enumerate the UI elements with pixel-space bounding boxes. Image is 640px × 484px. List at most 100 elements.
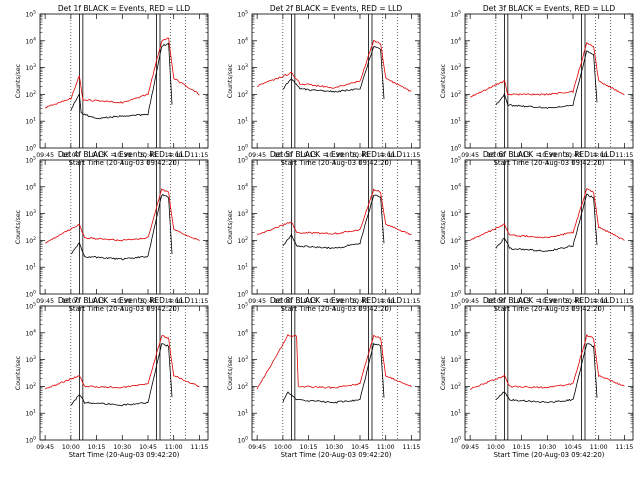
x-tick-label: 10:30 xyxy=(113,444,131,451)
y-axis-label: Counts/sec xyxy=(440,209,447,244)
panel-title: Det 2f BLACK = Events, RED = LLD xyxy=(270,4,403,13)
y-tick-label: 100 xyxy=(450,290,461,299)
y-tick-label: 101 xyxy=(450,263,461,272)
y-axis-label: Counts/sec xyxy=(227,355,234,390)
y-tick-label: 103 xyxy=(450,355,461,364)
x-tick-label: 09:45 xyxy=(36,444,54,451)
x-tick-label: 09:45 xyxy=(461,152,479,159)
x-tick-label: 11:00 xyxy=(377,444,395,451)
x-tick-label: 10:30 xyxy=(538,444,556,451)
y-tick-label: 100 xyxy=(450,144,461,153)
y-tick-label: 102 xyxy=(237,382,248,391)
x-tick-label: 10:00 xyxy=(62,444,80,451)
panel-3: Det 3f BLACK = Events, RED = LLD 100 101 10… xyxy=(440,4,633,167)
y-tick-label: 104 xyxy=(450,36,461,45)
plot-frame xyxy=(252,306,420,440)
series-line-lld xyxy=(470,43,624,97)
y-tick-label: 105 xyxy=(25,302,36,311)
panel-title: Det 5f BLACK = Events, RED = LLD xyxy=(270,150,403,159)
y-tick-label: 101 xyxy=(450,409,461,418)
series-line-lld xyxy=(257,40,411,91)
plots-svg: Det 1f BLACK = Events, RED = LLD 100 101 10… xyxy=(0,0,640,480)
x-tick-label: 09:45 xyxy=(36,298,54,305)
y-tick-label: 102 xyxy=(450,382,461,391)
x-axis-label: Start Time (20-Aug-03 09:42:20) xyxy=(494,451,605,459)
y-tick-label: 104 xyxy=(237,182,248,191)
y-tick-label: 100 xyxy=(450,436,461,445)
plot-frame xyxy=(465,306,633,440)
panel-title: Det 4f BLACK = Events, RED = LLD xyxy=(58,150,191,159)
y-tick-label: 105 xyxy=(450,302,461,311)
x-tick-label: 10:45 xyxy=(139,444,157,451)
series-line-lld xyxy=(45,189,199,243)
x-tick-label: 09:45 xyxy=(36,152,54,159)
x-tick-label: 11:00 xyxy=(165,444,183,451)
y-tick-label: 100 xyxy=(237,144,248,153)
y-axis-label: Counts/sec xyxy=(15,209,22,244)
y-tick-label: 105 xyxy=(237,302,248,311)
x-tick-label: 09:45 xyxy=(248,444,266,451)
panel-title: Det 9f BLACK = Events, RED = LLD xyxy=(483,296,616,305)
y-axis-label: Counts/sec xyxy=(227,209,234,244)
x-tick-label: 10:15 xyxy=(513,444,531,451)
panel-title: Det 7f BLACK = Events, RED = LLD xyxy=(58,296,191,305)
x-tick-label: 10:45 xyxy=(351,444,369,451)
y-axis-label: Counts/sec xyxy=(227,63,234,98)
x-tick-label: 11:15 xyxy=(191,152,209,159)
y-tick-label: 100 xyxy=(237,436,248,445)
y-tick-label: 104 xyxy=(25,36,36,45)
panel-9: Det 9f BLACK = Events, RED = LLD 100 101 10… xyxy=(440,296,633,459)
y-tick-label: 100 xyxy=(25,436,36,445)
y-tick-label: 105 xyxy=(450,156,461,165)
x-tick-label: 11:15 xyxy=(616,298,634,305)
y-tick-label: 104 xyxy=(25,182,36,191)
plot-frame xyxy=(252,14,420,148)
y-tick-label: 100 xyxy=(237,290,248,299)
series-line-lld xyxy=(45,38,199,108)
y-tick-label: 101 xyxy=(237,117,248,126)
x-tick-label: 10:00 xyxy=(487,444,505,451)
y-tick-label: 102 xyxy=(450,90,461,99)
x-tick-label: 11:15 xyxy=(403,298,421,305)
y-tick-label: 101 xyxy=(25,263,36,272)
y-axis-label: Counts/sec xyxy=(15,63,22,98)
y-tick-label: 104 xyxy=(450,182,461,191)
x-tick-label: 11:00 xyxy=(590,444,608,451)
panel-2: Det 2f BLACK = Events, RED = LLD 100 101 10… xyxy=(227,4,420,167)
y-tick-label: 104 xyxy=(237,328,248,337)
y-tick-label: 101 xyxy=(25,117,36,126)
panel-title: Det 1f BLACK = Events, RED = LLD xyxy=(58,4,191,13)
y-tick-label: 101 xyxy=(237,409,248,418)
y-tick-label: 101 xyxy=(450,117,461,126)
y-tick-label: 102 xyxy=(25,90,36,99)
y-tick-label: 102 xyxy=(237,90,248,99)
x-tick-label: 09:45 xyxy=(461,444,479,451)
x-axis-label: Start Time (20-Aug-03 09:42:20) xyxy=(281,451,392,459)
y-axis-label: Counts/sec xyxy=(440,355,447,390)
panel-title: Det 6f BLACK = Events, RED = LLD xyxy=(483,150,616,159)
x-axis-label: Start Time (20-Aug-03 09:42:20) xyxy=(69,451,180,459)
x-tick-label: 10:15 xyxy=(88,444,106,451)
y-tick-label: 104 xyxy=(450,328,461,337)
plot-frame xyxy=(465,160,633,294)
plot-frame xyxy=(252,160,420,294)
panel-title: Det 3f BLACK = Events, RED = LLD xyxy=(483,4,616,13)
y-tick-label: 103 xyxy=(450,209,461,218)
y-tick-label: 100 xyxy=(25,290,36,299)
x-tick-label: 10:45 xyxy=(564,444,582,451)
y-axis-label: Counts/sec xyxy=(15,355,22,390)
y-tick-label: 101 xyxy=(237,263,248,272)
series-line-lld xyxy=(45,336,199,390)
y-tick-label: 103 xyxy=(237,209,248,218)
y-tick-label: 102 xyxy=(237,236,248,245)
y-tick-label: 102 xyxy=(25,236,36,245)
y-tick-label: 105 xyxy=(237,156,248,165)
x-tick-label: 09:45 xyxy=(248,298,266,305)
y-tick-label: 105 xyxy=(450,10,461,19)
x-tick-label: 11:15 xyxy=(616,152,634,159)
y-tick-label: 102 xyxy=(450,236,461,245)
x-tick-label: 10:30 xyxy=(325,444,343,451)
y-tick-label: 105 xyxy=(25,156,36,165)
y-tick-label: 103 xyxy=(237,63,248,72)
series-line-lld xyxy=(470,335,624,389)
